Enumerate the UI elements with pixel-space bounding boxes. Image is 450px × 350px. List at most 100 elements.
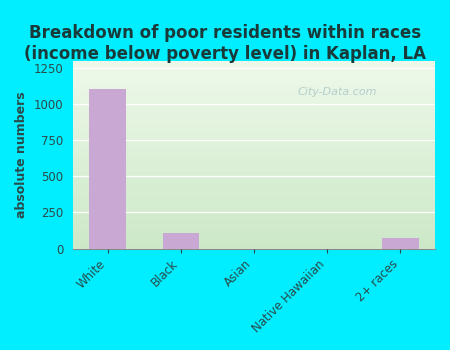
Bar [73,222,435,223]
Bar [73,162,435,163]
Bar [73,205,435,206]
Bar [73,77,435,78]
Bar [73,177,435,178]
Bar [73,144,435,145]
Bar [73,151,435,152]
Bar [73,136,435,138]
Bar [73,227,435,228]
Bar [73,126,435,127]
Bar [73,95,435,96]
Bar [73,186,435,187]
Bar [73,202,435,203]
Bar [73,184,435,186]
Bar [73,183,435,184]
Bar [73,91,435,92]
Bar [73,229,435,230]
Bar [73,66,435,67]
Bar [73,89,435,90]
Bar [73,210,435,211]
Bar [73,174,435,175]
Bar [73,191,435,192]
Bar [73,139,435,140]
Bar [73,232,435,233]
Bar [73,218,435,219]
Bar [73,113,435,114]
Bar [73,195,435,196]
Bar [73,138,435,139]
Bar [73,215,435,216]
Bar [73,134,435,135]
Bar [73,164,435,165]
Bar [73,121,435,122]
Bar [73,61,435,62]
Bar [73,97,435,98]
Bar [73,83,435,84]
Bar [73,172,435,173]
Bar [73,76,435,77]
Bar [73,243,435,244]
Bar [162,233,199,248]
Bar [73,146,435,147]
Bar [73,213,435,214]
Bar [73,154,435,155]
Bar [382,238,419,248]
Bar [73,197,435,198]
Bar [73,166,435,167]
Bar [73,240,435,241]
Bar [73,175,435,176]
Bar [73,87,435,88]
Bar [73,62,435,63]
Bar [73,112,435,113]
Bar [73,231,435,232]
Bar [73,63,435,64]
Bar [73,143,435,144]
Bar [73,71,435,72]
Bar [73,129,435,130]
Bar [73,225,435,226]
Bar [73,219,435,220]
Bar [73,238,435,239]
Bar [73,101,435,102]
Bar [73,122,435,124]
Bar [73,149,435,150]
Bar [73,207,435,208]
Bar [73,147,435,148]
Bar [73,125,435,126]
Bar [73,204,435,205]
Bar [73,169,435,170]
Bar [73,70,435,71]
Bar [73,150,435,151]
Bar [73,228,435,229]
Bar [73,234,435,236]
Bar [73,180,435,181]
Bar [73,100,435,101]
Bar [73,103,435,104]
Bar [73,84,435,85]
Bar [73,132,435,133]
Bar [73,96,435,97]
Bar [73,196,435,197]
Bar [73,111,435,112]
Bar [73,242,435,243]
Bar [73,208,435,209]
Bar [73,216,435,217]
Bar [73,81,435,82]
Bar [73,233,435,235]
Bar [73,140,435,141]
Bar [73,221,435,222]
Bar [73,241,435,242]
Bar [73,179,435,180]
Bar [73,79,435,80]
Bar [73,98,435,99]
Bar [73,247,435,248]
Bar [73,64,435,65]
Bar [90,90,126,248]
Bar [73,182,435,183]
Bar [73,74,435,75]
Bar [73,78,435,79]
Bar [73,181,435,182]
Bar [73,94,435,95]
Bar [73,68,435,69]
Bar [73,107,435,108]
Bar [73,198,435,199]
